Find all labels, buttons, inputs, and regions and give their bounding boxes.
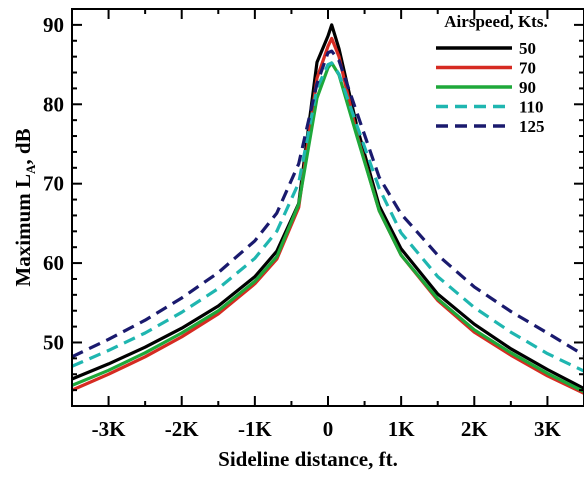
y-axis-title-subscript: A (23, 164, 38, 174)
y-tick-label: 60 (43, 251, 64, 275)
x-axis-title: Sideline distance, ft. (218, 447, 398, 471)
y-axis-title: Maximum LA, dB (11, 128, 38, 286)
x-tick-label: -3K (92, 417, 126, 441)
x-tick-label: 1K (388, 417, 416, 441)
series-line-125 (72, 49, 584, 359)
legend-label-110: 110 (519, 98, 544, 117)
x-tick-label: 0 (323, 417, 334, 441)
series-line-90 (72, 61, 584, 394)
series-line-50 (72, 23, 584, 390)
axis-tick-labels: -3K -2K -1K 0 1K 2K 3K 50 60 70 80 90 (43, 13, 562, 441)
x-tick-label: -2K (165, 417, 199, 441)
axis-ticks (71, 8, 584, 406)
y-axis-title-main: Maximum L (11, 174, 35, 287)
legend-label-90: 90 (519, 78, 536, 97)
y-tick-label: 50 (43, 330, 64, 354)
y-tick-label: 90 (43, 13, 64, 37)
legend-label-125: 125 (519, 117, 545, 136)
series-line-110 (72, 61, 584, 373)
legend-label-70: 70 (519, 59, 536, 78)
x-tick-label: -1K (238, 417, 272, 441)
x-tick-label: 2K (461, 417, 489, 441)
y-axis-title-suffix: , dB (11, 128, 35, 164)
legend-title: Airspeed, Kts. (444, 12, 547, 31)
y-tick-label: 80 (43, 92, 64, 116)
y-tick-label: 70 (43, 172, 64, 196)
x-tick-label: 3K (534, 417, 562, 441)
legend-label-50: 50 (519, 39, 536, 58)
series-line-70 (72, 36, 584, 395)
series-lines (72, 23, 584, 395)
